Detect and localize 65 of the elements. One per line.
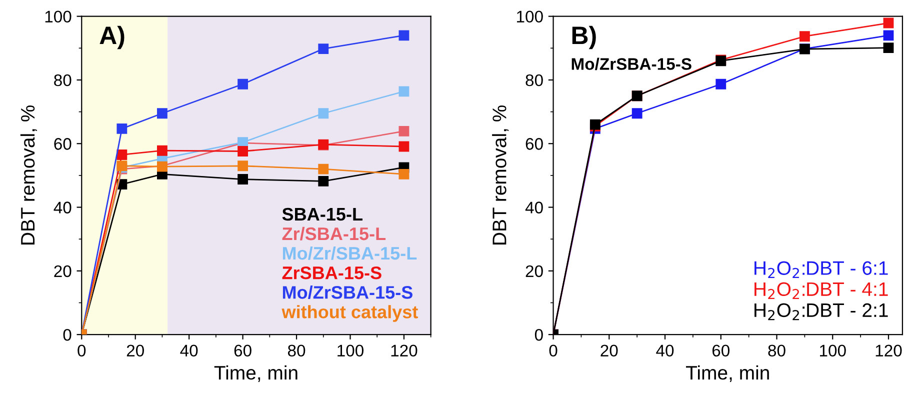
point	[318, 44, 329, 54]
x-tick-label: 0	[78, 344, 86, 357]
y-tick-label: 0	[534, 328, 543, 341]
y-tick-label: 80	[526, 74, 543, 86]
point	[157, 108, 168, 119]
text: ZrSBA-15-S	[282, 266, 382, 280]
x-tick-label: 60	[712, 344, 730, 357]
series-label: SBA-15-L	[282, 208, 362, 221]
point	[883, 42, 894, 54]
point	[398, 30, 410, 41]
text: Mo/Zr/SBA-15-L	[282, 246, 417, 260]
x-tick-label: 20	[126, 344, 144, 357]
y-tick-label: 100	[517, 10, 543, 23]
x-tick-label: 80	[768, 344, 786, 357]
x-tick-label: 40	[656, 344, 674, 357]
text: Mo/ZrSBA-15-S	[282, 286, 412, 299]
y-tick-label: 20	[54, 265, 72, 278]
y-tick-label: 60	[526, 138, 543, 150]
x-tick-label: 120	[391, 344, 418, 357]
point	[398, 168, 410, 180]
point	[238, 174, 248, 184]
point	[318, 176, 329, 186]
y-axis-title: DBT removal, %	[492, 106, 509, 244]
point	[398, 141, 410, 152]
y-tick-label: 80	[54, 74, 72, 86]
annotation: B)	[572, 26, 596, 50]
x-tick-label: 20	[600, 344, 618, 357]
x-axis-title: Time, min	[686, 365, 769, 382]
point	[116, 123, 128, 134]
point	[716, 78, 726, 90]
text: H$_{2}$O$_{2}$:DBT - 4:1	[754, 282, 888, 300]
point	[799, 31, 810, 42]
point	[318, 108, 329, 119]
x-tick-label: 100	[338, 344, 364, 357]
point	[157, 145, 168, 156]
point	[398, 126, 410, 136]
x-tick-label: 120	[876, 344, 902, 357]
x-tick-label: 40	[180, 344, 198, 357]
x-tick-label: 100	[820, 344, 846, 357]
point	[238, 78, 248, 90]
text: Zr/SBA-15-L	[282, 226, 386, 240]
x-axis-title: Time, min	[214, 365, 298, 382]
point	[238, 160, 248, 172]
text: without catalyst	[282, 305, 418, 322]
point	[398, 86, 410, 97]
point	[116, 150, 128, 160]
point	[238, 146, 248, 156]
y-tick-label: 40	[525, 202, 543, 214]
y-tick-label: 100	[45, 10, 72, 23]
x-tick-label: 60	[234, 344, 252, 357]
point	[632, 108, 642, 119]
point	[883, 18, 894, 28]
annotation: A)	[100, 26, 124, 50]
y-tick-label: 40	[54, 202, 72, 214]
y-axis-title: DBT removal, %	[20, 106, 37, 244]
y-tick-label: 60	[54, 138, 72, 150]
y-tick-label: 0	[63, 328, 72, 341]
x-tick-label: 0	[549, 344, 558, 357]
text: H$_{2}$O$_{2}$:DBT - 2:1	[754, 303, 888, 320]
point	[883, 30, 894, 41]
text: H$_{2}$O$_{2}$:DBT - 6:1	[754, 261, 888, 278]
x-tick-label: 80	[288, 344, 306, 357]
y-tick-label: 20	[526, 265, 543, 278]
point	[318, 164, 329, 174]
annotation: Mo/ZrSBA-15-S	[572, 58, 692, 70]
